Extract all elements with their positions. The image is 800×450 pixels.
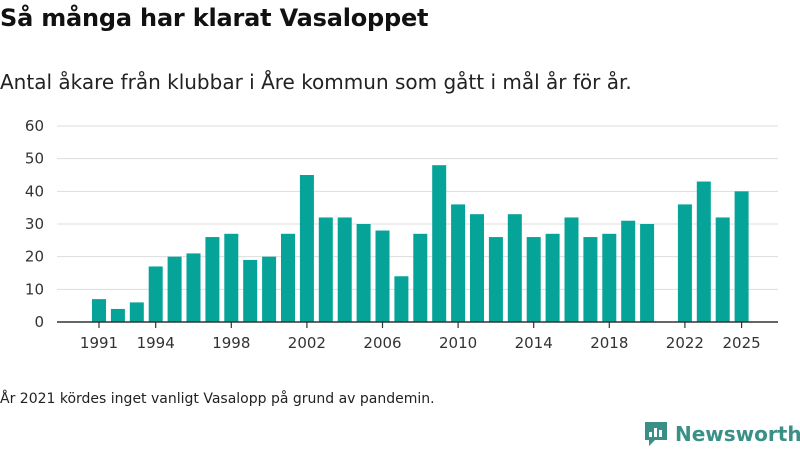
chart-subtitle: Antal åkare från klubbar i Åre kommun so…: [0, 70, 632, 94]
bar-2018: [602, 233, 617, 322]
bar-2005: [356, 224, 371, 322]
brand-name: Newsworthy: [675, 422, 800, 446]
x-tick-label: 2018: [590, 334, 628, 352]
x-tick-label: 1991: [80, 334, 118, 352]
bar-2016: [564, 217, 579, 322]
bar-2002: [299, 175, 314, 322]
bar-2013: [507, 214, 522, 322]
bar-2006: [375, 230, 390, 322]
bar-2020: [640, 224, 655, 322]
bar-2003: [318, 217, 333, 322]
x-tick-label: 1994: [137, 334, 175, 352]
bar-2025: [734, 191, 749, 322]
x-tick-label: 2002: [288, 334, 326, 352]
bar-1996: [186, 253, 201, 322]
y-tick-label: 10: [25, 280, 44, 298]
y-tick-label: 0: [34, 313, 44, 331]
bars: [92, 165, 749, 322]
bar-2007: [394, 276, 409, 322]
y-tick-label: 60: [25, 117, 44, 135]
bar-2004: [337, 217, 352, 322]
bar-2009: [432, 165, 447, 322]
bar-2008: [413, 233, 428, 322]
newsworthy-logo-icon: [645, 422, 667, 446]
bar-2000: [262, 256, 277, 322]
y-axis-ticks: 0 10 20 30 40 50 60: [25, 117, 44, 331]
chart-title: Så många har klarat Vasaloppet: [0, 4, 429, 32]
x-tick-label: 2025: [723, 334, 761, 352]
brand[interactable]: Newsworthy: [643, 418, 800, 450]
bar-1994: [148, 266, 163, 322]
bar-1997: [205, 237, 220, 322]
bar-2023: [696, 181, 711, 322]
x-tick-label: 1998: [212, 334, 250, 352]
y-tick-label: 20: [25, 248, 44, 266]
bar-1999: [243, 259, 258, 322]
x-tick-label: 2006: [363, 334, 401, 352]
bar-1993: [129, 302, 144, 322]
bar-2022: [677, 204, 692, 322]
bar-2024: [715, 217, 730, 322]
x-axis: 1991 1994 1998 2002 2006 2010 2014 2018 2022 2025: [57, 321, 778, 352]
y-tick-label: 30: [25, 215, 44, 233]
bar-1991: [92, 299, 106, 322]
footnote: År 2021 kördes inget vanligt Vasalopp på…: [0, 391, 435, 407]
bar-2011: [470, 214, 484, 322]
bar-2012: [488, 237, 503, 322]
bar-2017: [583, 237, 598, 322]
x-tick-label: 2022: [666, 334, 704, 352]
x-tick-label: 2014: [515, 334, 553, 352]
y-tick-label: 40: [25, 182, 44, 200]
bar-2010: [451, 204, 466, 322]
bar-chart: 0 10 20 30 40 50 60 1991 1994 1998 2002 2006 2010 20…: [25, 117, 778, 352]
bar-1998: [224, 233, 239, 322]
bar-1995: [167, 256, 182, 322]
bar-1992: [110, 308, 125, 322]
bar-2019: [621, 220, 636, 322]
bar-2001: [281, 233, 295, 322]
x-tick-label: 2010: [439, 334, 477, 352]
y-tick-label: 50: [25, 150, 44, 168]
bar-2015: [545, 233, 560, 322]
bar-2014: [526, 237, 541, 322]
